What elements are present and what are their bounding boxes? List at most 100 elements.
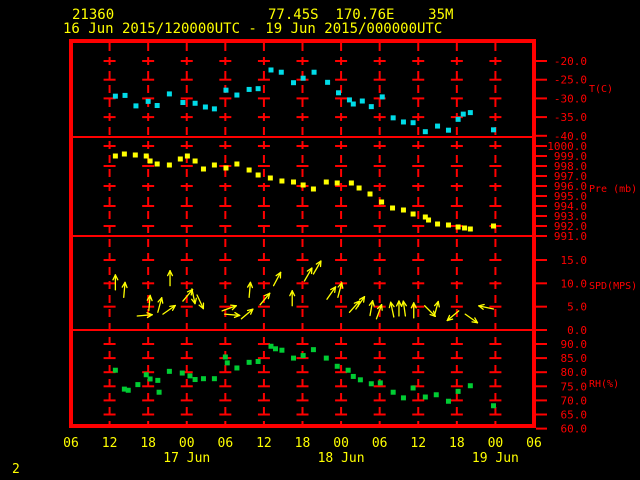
wind-arrow-head [146, 314, 153, 319]
wind-arrow-head [112, 274, 117, 281]
data-point-temp [435, 123, 441, 129]
data-point-rh [323, 355, 329, 361]
wind-arrow [272, 271, 282, 287]
data-point-temp [145, 98, 151, 104]
wind-arrow [112, 274, 119, 291]
axis-tick-label: 997.0 [554, 170, 587, 183]
axis-tick-label: 75.0 [561, 380, 588, 393]
data-point-temp [490, 127, 496, 133]
data-point-rh [187, 373, 193, 379]
wind-arrow-head [341, 282, 344, 289]
wind-arrow-shaft [224, 313, 241, 317]
hour-label: 06 [372, 436, 388, 451]
axis-tick-label: 10.0 [561, 277, 588, 290]
hour-label: 06 [218, 436, 234, 451]
hour-label: 06 [63, 436, 79, 451]
wind-arrow [368, 300, 375, 317]
data-point-temp [359, 98, 365, 104]
data-point-pres [246, 167, 252, 173]
wind-arrow-head [390, 301, 395, 308]
wind-arrow-head [446, 318, 454, 322]
data-point-pres [223, 165, 229, 171]
station-position: 77.45S 170.76E 35M [268, 7, 454, 23]
wind-arrow-head [478, 305, 484, 310]
wind-arrow-shaft [196, 294, 205, 310]
wind-arrow [375, 304, 383, 320]
hour-label: 12 [256, 436, 272, 451]
series-wind [112, 260, 495, 324]
data-point-temp [268, 67, 274, 73]
hour-label: 18 [449, 436, 465, 451]
wind-arrow-head [398, 300, 403, 307]
data-point-rh [290, 355, 296, 361]
date-label: 17 Jun [163, 451, 210, 466]
plot-frame [69, 39, 536, 428]
data-point-pres [132, 152, 138, 158]
wind-arrow [355, 296, 366, 310]
data-point-pres [234, 161, 240, 167]
axis-tick-label: 999.0 [554, 150, 587, 163]
data-point-temp [400, 119, 406, 125]
data-point-rh [467, 383, 473, 389]
wind-arrow-shaft [157, 297, 163, 313]
wind-arrow-head [267, 292, 271, 300]
wind-arrow-head [337, 282, 343, 288]
wind-arrow-head [433, 300, 439, 307]
data-point-rh [200, 376, 206, 382]
wind-arrow-head [413, 302, 417, 309]
wind-arrow-head [169, 304, 176, 308]
data-point-temp [445, 127, 451, 133]
data-point-rh [135, 382, 141, 388]
axis-tick-label: 1000.0 [547, 140, 587, 153]
wind-arrow-shaft [478, 305, 495, 310]
wind-arrow [146, 294, 153, 312]
panel-label-temp: T(C) [589, 84, 613, 95]
wind-arrow-shaft [312, 260, 322, 275]
panel-label-rh: RH(%) [589, 379, 619, 390]
data-point-pres [445, 222, 451, 228]
wind-arrow [410, 302, 417, 319]
data-point-pres [300, 182, 306, 188]
wind-arrow-head [334, 286, 337, 293]
data-point-temp [379, 94, 385, 100]
wind-arrow-shaft [182, 288, 194, 302]
wind-arrow-head [368, 300, 374, 306]
data-point-pres [367, 191, 373, 197]
data-point-temp [311, 69, 317, 75]
wind-arrow [221, 304, 237, 312]
data-point-pres [410, 211, 416, 217]
wind-arrow [337, 282, 344, 298]
data-point-pres [112, 153, 118, 159]
data-point-temp [154, 103, 160, 109]
wind-arrow [464, 313, 479, 324]
data-point-pres [200, 166, 206, 172]
data-point-pres [310, 186, 316, 192]
data-point-pres [192, 158, 198, 164]
data-point-temp [410, 120, 416, 126]
data-point-pres [400, 207, 406, 213]
wind-arrow [121, 281, 128, 298]
station-id: 21360 [72, 7, 115, 23]
data-point-pres [348, 180, 354, 186]
wind-arrow-shaft [348, 300, 361, 313]
series-pres [112, 151, 496, 232]
data-point-pres [267, 175, 273, 181]
data-point-rh [300, 353, 306, 359]
data-point-rh [368, 381, 374, 387]
wind-arrow-head [194, 297, 197, 305]
wind-arrow-head [437, 300, 440, 308]
wind-arrow [400, 300, 408, 317]
data-point-rh [156, 389, 162, 395]
wind-arrow-shaft [402, 300, 407, 317]
data-point-rh [350, 373, 356, 379]
wind-arrow-shaft [446, 310, 460, 322]
hour-label: 12 [410, 436, 426, 451]
data-point-rh [222, 354, 228, 360]
wind-arrow-head [149, 294, 153, 302]
data-point-rh [224, 360, 230, 366]
data-point-rh [192, 377, 198, 383]
data-point-pres [211, 162, 217, 168]
data-point-rh [334, 363, 340, 369]
